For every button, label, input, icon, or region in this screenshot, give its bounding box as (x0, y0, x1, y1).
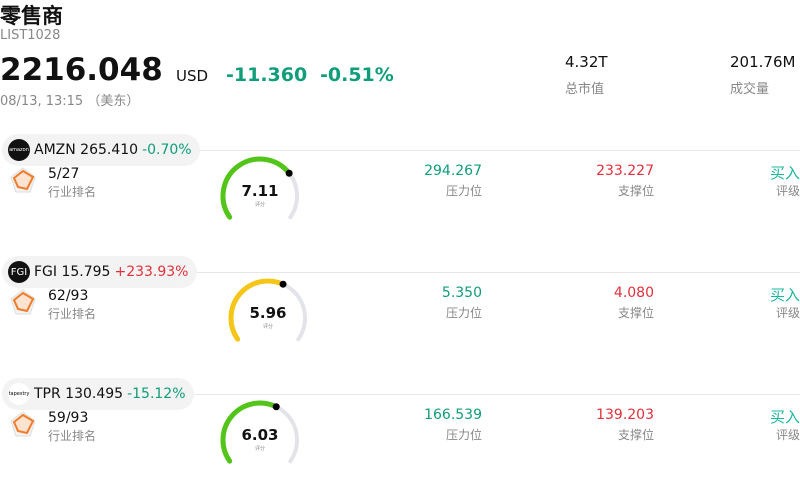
quote-pill[interactable]: FGI FGI 15.795 +233.93% (2, 256, 197, 288)
rating[interactable]: 买入 (769, 164, 800, 182)
quote-pill[interactable]: amazon AMZN 265.410 -0.70% (2, 134, 200, 166)
quote: FGI 15.795 (34, 264, 111, 280)
rating-label: 评级 (775, 306, 800, 320)
rank-icon (10, 289, 36, 315)
change: -11.360 (226, 64, 308, 86)
resistance: 294.267 (424, 163, 482, 179)
divider (190, 272, 800, 273)
price: 2216.048 (0, 52, 163, 88)
resistance-label: 压力位 (445, 306, 482, 320)
resistance: 5.350 (441, 285, 482, 301)
support: 139.203 (596, 407, 654, 423)
score-gauge (228, 278, 307, 342)
code: LIST1028 (0, 28, 61, 43)
score: 5.96 (249, 304, 287, 322)
rating-label: 评级 (775, 184, 800, 198)
rating-label: 评级 (775, 428, 800, 442)
rating[interactable]: 买入 (769, 408, 800, 426)
stat-value: 201.76M (730, 53, 796, 71)
rank-label: 行业排名 (48, 307, 97, 321)
rank-icon (10, 411, 36, 437)
support: 233.227 (596, 163, 654, 179)
resistance-label: 压力位 (445, 184, 482, 198)
rank: 59/93 (48, 410, 89, 426)
logo: tapestry (8, 383, 30, 405)
rank-label: 行业排名 (48, 185, 97, 199)
support-label: 支撑位 (617, 428, 654, 442)
stat-label: 总市值 (565, 82, 605, 97)
quote-change: -0.70% (142, 142, 192, 158)
divider (190, 394, 800, 395)
support: 4.080 (613, 285, 654, 301)
score: 7.11 (241, 182, 279, 200)
divider (190, 150, 800, 151)
support-label: 支撑位 (617, 184, 654, 198)
change-pct: -0.51% (320, 64, 394, 86)
score-label: 评分 (262, 324, 273, 330)
quote-pill[interactable]: tapestry TPR 130.495 -15.12% (2, 378, 194, 410)
quote-change: -15.12% (127, 386, 186, 402)
score-label: 评分 (254, 202, 265, 208)
resistance: 166.539 (424, 407, 482, 423)
rating[interactable]: 买入 (769, 286, 800, 304)
logo: amazon (8, 139, 30, 161)
quote: TPR 130.495 (34, 386, 124, 402)
rank-icon (10, 167, 36, 193)
stat-label: 成交量 (730, 82, 770, 97)
score-gauge (220, 156, 299, 220)
rank-label: 行业排名 (48, 429, 97, 443)
rank: 62/93 (48, 288, 89, 304)
resistance-label: 压力位 (445, 428, 482, 442)
score-gauge (220, 400, 299, 464)
currency: USD (176, 67, 209, 85)
stat-value: 4.32T (565, 53, 608, 71)
rank: 5/27 (48, 166, 80, 182)
quote: AMZN 265.410 (34, 142, 139, 158)
logo: FGI (8, 261, 30, 283)
score: 6.03 (241, 426, 279, 444)
support-label: 支撑位 (617, 306, 654, 320)
quote-change: +233.93% (114, 264, 189, 280)
score-label: 评分 (254, 446, 265, 452)
title: 零售商 (0, 4, 63, 28)
datetime: 08/13, 13:15 （美东） (0, 94, 140, 109)
